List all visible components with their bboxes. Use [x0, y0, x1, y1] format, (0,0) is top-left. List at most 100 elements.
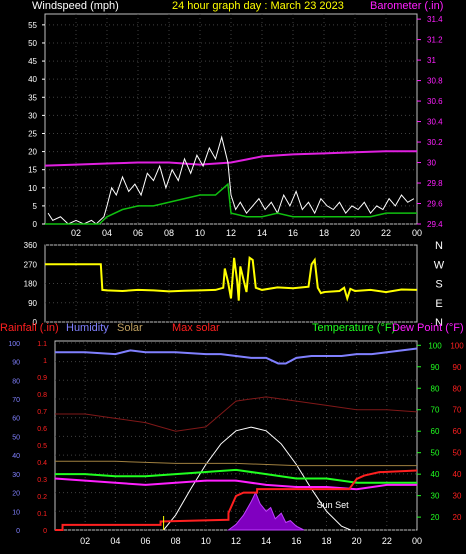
wind-x-tick-label: 22 [381, 228, 391, 238]
legend-label: Solar [117, 322, 143, 334]
humidity-tick-label: 100 [8, 341, 20, 348]
weather-x-tick-label: 08 [171, 536, 181, 546]
sunset-label: Sun Set [317, 500, 350, 510]
wind-x-tick-label: 18 [319, 228, 329, 238]
wind-average-line [45, 182, 417, 225]
humidity-tick-label: 10 [12, 509, 20, 516]
temperature-line [55, 468, 417, 484]
compass-letter: W [434, 259, 445, 271]
wind-y-tick-label: 50 [28, 39, 37, 48]
weather-x-tick-label: 16 [291, 536, 301, 546]
weather-x-tick-label: 10 [201, 536, 211, 546]
wind-gust-line [47, 135, 415, 225]
wind-y-tick-label: 45 [28, 57, 37, 66]
baro-y-tick-label: 29.4 [427, 220, 443, 229]
baro-y-tick-label: 30.8 [427, 77, 443, 86]
direction-y-tick-label: 270 [24, 260, 38, 269]
wind-x-tick-label: 08 [164, 228, 174, 238]
dewpoint-tick-label: 50 [453, 449, 462, 458]
temp-tick-label: 70 [431, 406, 440, 415]
max-solar-reference-line [55, 396, 418, 432]
wind-x-tick-label: 04 [102, 228, 112, 238]
rain-tick-label: 1.1 [37, 341, 47, 348]
wind-direction-line [45, 256, 418, 302]
dewpoint-tick-label: 20 [453, 513, 462, 522]
weather-x-tick-label: 18 [321, 536, 331, 546]
wind-x-tick-label: 02 [71, 228, 81, 238]
temp-tick-label: 100 [428, 341, 442, 350]
wind-y-tick-label: 15 [28, 166, 37, 175]
weather-x-tick-label: 14 [261, 536, 271, 546]
wind-y-tick-label: 25 [28, 129, 37, 138]
rainfall-line [55, 469, 418, 531]
legend-label: Humidity [66, 322, 109, 334]
wind-x-tick-label: 20 [350, 228, 360, 238]
barometer-line [44, 150, 417, 167]
wind-x-tick-label: 16 [288, 228, 298, 238]
wind-y-tick-label: 5 [33, 202, 38, 211]
solar-area [226, 491, 305, 531]
temp-tick-label: 40 [431, 470, 440, 479]
humidity-tick-label: 0 [16, 528, 20, 535]
dewpoint-tick-label: 30 [453, 492, 462, 501]
compass-letter: E [435, 298, 442, 310]
wind-y-tick-label: 30 [28, 111, 37, 120]
baro-y-tick-label: 31 [427, 56, 436, 65]
humidity-tick-label: 50 [12, 434, 20, 441]
legend-label: Temperature (°F) [312, 322, 395, 334]
wind-y-tick-label: 0 [33, 220, 38, 229]
rain-tick-label: 0.3 [37, 477, 47, 484]
humidity-tick-label: 70 [12, 397, 20, 404]
rain-tick-label: 0 [43, 528, 47, 535]
weather-x-tick-label: 04 [110, 536, 120, 546]
dewpoint-tick-label: 100 [450, 341, 464, 350]
rain-tick-label: 0.5 [37, 443, 47, 450]
dewpoint-tick-label: 90 [453, 363, 462, 372]
rain-tick-label: 1 [43, 358, 47, 365]
temp-tick-label: 50 [431, 449, 440, 458]
temp-tick-label: 80 [431, 384, 440, 393]
weather-plot-frame [54, 340, 418, 531]
rain-tick-label: 0.2 [37, 494, 47, 501]
wind-x-tick-label: 14 [257, 228, 267, 238]
weather-x-tick-label: 22 [382, 536, 392, 546]
max-solar-curve [163, 426, 351, 531]
baro-y-tick-label: 31.4 [427, 15, 443, 24]
compass-letter: N [435, 240, 443, 252]
temp-tick-label: 90 [431, 363, 440, 372]
humidity-tick-label: 90 [12, 360, 20, 367]
humidity-tick-label: 30 [12, 472, 20, 479]
dewpoint-tick-label: 80 [453, 384, 462, 393]
compass-letter: S [435, 279, 442, 291]
humidity-tick-label: 60 [12, 416, 20, 423]
rain-tick-label: 0.9 [37, 375, 47, 382]
humidity-tick-label: 20 [12, 491, 20, 498]
wind-y-tick-label: 40 [28, 75, 37, 84]
baro-y-tick-label: 31.2 [427, 36, 443, 45]
temp-tick-label: 30 [431, 492, 440, 501]
direction-y-tick-label: 0 [33, 318, 38, 327]
baro-y-tick-label: 30 [427, 159, 436, 168]
temp-tick-label: 60 [431, 427, 440, 436]
rain-tick-label: 0.7 [37, 409, 47, 416]
baro-y-tick-label: 29.8 [427, 179, 443, 188]
legend-label: Dew Point (°F) [392, 322, 464, 334]
rain-tick-label: 0.6 [37, 426, 47, 433]
rain-tick-label: 0.4 [37, 460, 47, 467]
rain-tick-label: 0.1 [37, 511, 47, 518]
baro-y-tick-label: 30.2 [427, 138, 443, 147]
temp-tick-label: 20 [431, 513, 440, 522]
weather-x-tick-label: 02 [80, 536, 90, 546]
humidity-tick-label: 40 [12, 453, 20, 460]
chart-title: 24 hour graph day : March 23 2023 [172, 0, 344, 12]
windspeed-axis-label: Windspeed (mph) [32, 0, 119, 12]
weather-x-tick-label: 00 [412, 536, 422, 546]
legend-label: Max solar [172, 322, 220, 334]
weather-x-tick-label: 06 [140, 536, 150, 546]
dewpoint-tick-label: 60 [453, 427, 462, 436]
wind-x-tick-label: 06 [133, 228, 143, 238]
dewpoint-tick-label: 40 [453, 470, 462, 479]
baro-y-tick-label: 30.4 [427, 118, 443, 127]
wind-x-tick-label: 10 [195, 228, 205, 238]
weather-x-tick-label: 20 [352, 536, 362, 546]
